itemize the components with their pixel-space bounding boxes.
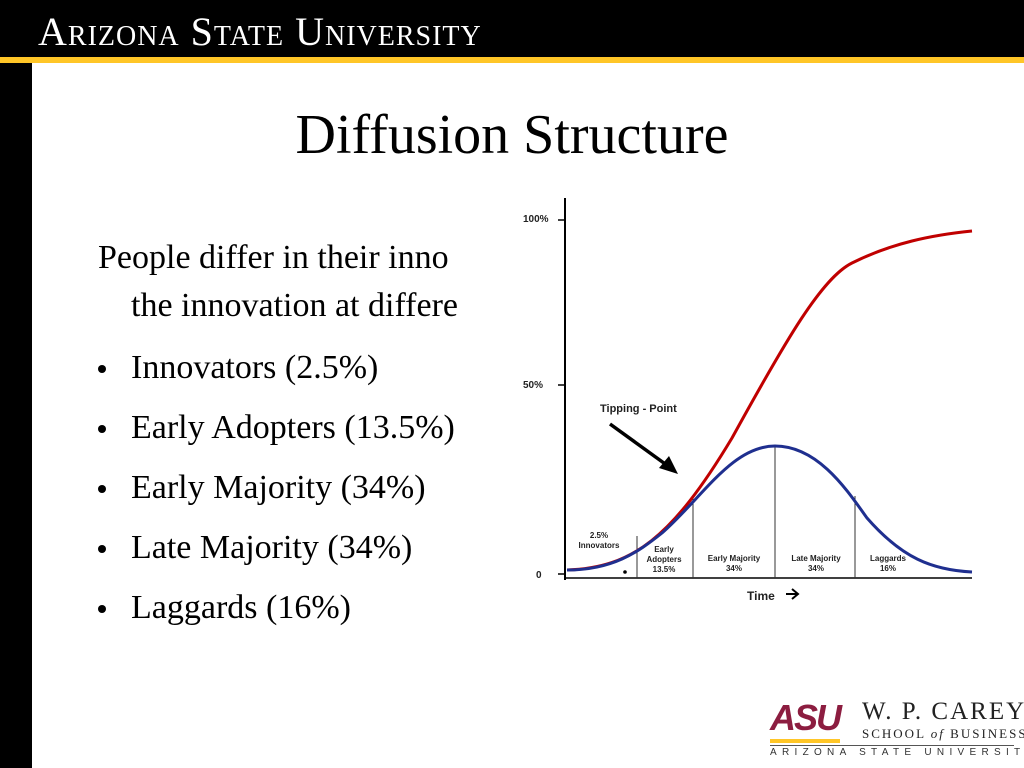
logo-school-subtitle: SCHOOL of BUSINESS [862,726,1024,741]
bullet-text: Early Adopters (13.5%) [131,409,455,446]
segment-label-early-adopters-2: Adopters [646,555,682,564]
slide-body: People differ in their inno the innovati… [98,234,523,638]
bullet-text: Innovators (2.5%) [131,349,379,386]
diffusion-chart: 100% 50% 0 Tipping - Point 2.5% Innovato… [522,198,982,610]
header-gold-stripe [0,57,1024,63]
bullet-dot-icon [98,365,106,373]
bullet-item: Late Majority (34%) [98,518,523,578]
bullet-list: Innovators (2.5%) Early Adopters (13.5%)… [98,338,523,638]
segment-label-innovators-pct: 2.5% [590,531,608,540]
bullet-item: Early Adopters (13.5%) [98,398,523,458]
header-bar: Arizona State University [0,0,1024,57]
tipping-point-arrow-head-icon [659,456,678,474]
bullet-dot-icon [98,605,106,613]
wp-carey-logo: ASU W. P. CAREY SCHOOL of BUSINESS ARIZO… [770,697,1024,762]
segment-label-innovators: Innovators [579,541,620,550]
bullet-text: Late Majority (34%) [131,529,413,566]
segment-label-late-majority: Late Majority [791,554,841,563]
header-title: Arizona State University [38,9,482,54]
bullet-item: Innovators (2.5%) [98,338,523,398]
bullet-text: Early Majority (34%) [131,469,426,506]
logo-divider [770,745,1014,746]
tipping-point-label: Tipping - Point [600,403,677,415]
x-axis-arrow-icon [791,588,800,600]
left-side-bar [0,63,32,768]
bullet-item: Laggards (16%) [98,578,523,638]
y-tick-label-100: 100% [523,214,549,225]
intro-line-1: People differ in their inno [98,239,449,276]
segment-value-early-majority: 34% [726,564,742,573]
bullet-dot-icon [98,485,106,493]
bullet-text: Laggards (16%) [131,589,351,626]
segment-label-early-majority: Early Majority [708,554,761,563]
slide-title: Diffusion Structure [295,104,729,166]
bullet-dot-icon [98,425,106,433]
logo-school-name: W. P. CAREY [862,698,1024,725]
tipping-point-arrow-shaft [608,422,670,468]
intro-paragraph: People differ in their inno the innovati… [98,234,523,330]
innovators-marker-dot [623,570,627,574]
diffusion-chart-svg: 100% 50% 0 Tipping - Point 2.5% Innovato… [522,198,982,610]
asu-logo-mark: ASU [770,697,842,743]
bell-curve-line [566,444,973,574]
segment-value-late-majority: 34% [808,564,824,573]
segment-value-laggards: 16% [880,564,896,573]
bullet-dot-icon [98,545,106,553]
segment-label-early-adopters-1: Early [654,545,674,554]
y-tick-label-50: 50% [523,380,543,391]
segment-value-early-adopters: 13.5% [653,565,676,574]
segment-label-laggards: Laggards [870,554,907,563]
intro-line-2: the innovation at differe [131,287,458,324]
x-axis-label: Time [747,589,775,603]
bullet-item: Early Majority (34%) [98,458,523,518]
logo-university-name: ARIZONA STATE UNIVERSITY [770,747,1024,758]
y-tick-label-0: 0 [536,570,542,581]
